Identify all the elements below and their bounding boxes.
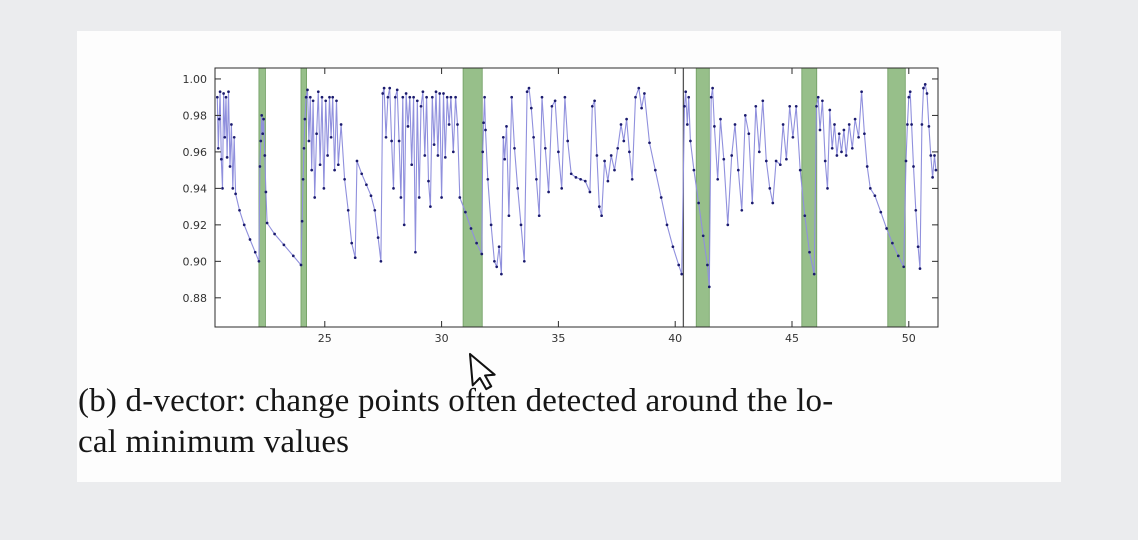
caption-line-2: cal minimum values bbox=[78, 424, 350, 460]
caption-line-1: (b) d-vector: change points often detect… bbox=[78, 383, 834, 419]
figure-caption: (b) d-vector: change points often detect… bbox=[78, 381, 1043, 463]
